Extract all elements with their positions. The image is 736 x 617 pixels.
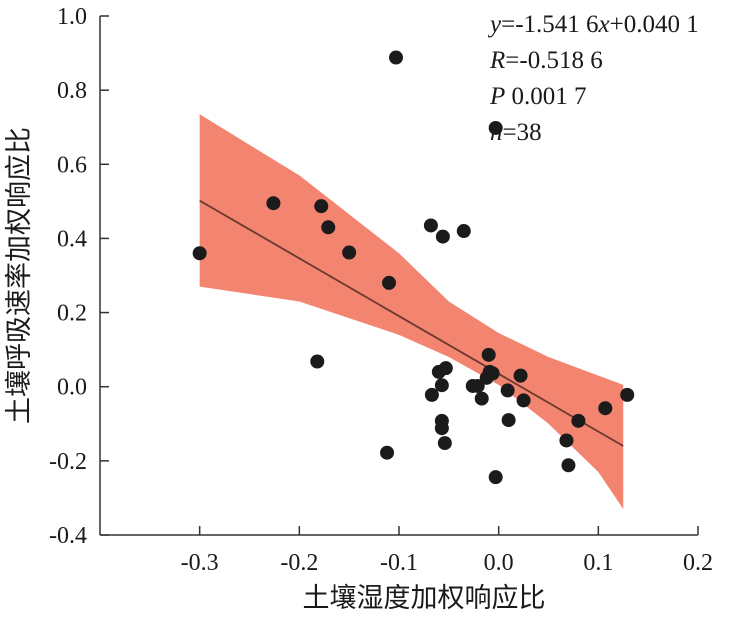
data-point — [456, 224, 471, 239]
data-point — [380, 445, 395, 460]
annotation-value: 0.001 7 — [505, 83, 586, 110]
annotation-variable: x — [598, 11, 610, 38]
y-tick-label: 1.0 — [57, 4, 87, 30]
annotation-value: =38 — [503, 119, 542, 146]
data-point — [485, 366, 500, 381]
y-tick-label: -0.4 — [49, 523, 87, 549]
data-point — [321, 220, 336, 235]
data-point — [620, 387, 635, 402]
confidence-band — [199, 114, 624, 510]
data-point — [559, 433, 574, 448]
data-point — [192, 246, 207, 261]
data-point — [500, 383, 515, 398]
y-tick-label: 0.4 — [57, 226, 87, 252]
data-point — [561, 458, 576, 473]
data-points-layer — [192, 50, 635, 485]
annotation-variable: n — [490, 119, 503, 146]
annotation-variable: P — [489, 83, 505, 110]
data-point — [437, 436, 452, 451]
x-tick-label: 0.2 — [683, 550, 713, 576]
axes-layer: 1.0 0.8 0.6 0.4 0.2 0.0 -0.2 -0.4 -0.3 -0.2 -0.1 0.… — [49, 4, 713, 576]
annotation-value: =-1.541 6 — [501, 11, 598, 38]
y-tick-label: 0.8 — [57, 78, 87, 104]
x-tick-label: 0.0 — [484, 550, 514, 576]
x-tick-label: -0.2 — [280, 550, 318, 576]
annotation-variable: y — [487, 11, 502, 38]
y-axis-label: 土壤呼吸速率加权响应比 — [4, 127, 34, 424]
annotation-value: =-0.518 6 — [505, 47, 602, 74]
data-point — [314, 199, 329, 214]
data-point — [501, 413, 516, 428]
data-point — [435, 229, 450, 244]
x-tick-label: -0.3 — [181, 550, 219, 576]
annotation-variable: R — [489, 47, 505, 74]
axis-labels-layer: 土壤湿度加权响应比 土壤呼吸速率加权响应比 — [4, 127, 546, 613]
y-tick-label: 0.2 — [57, 301, 87, 327]
y-tick-label: 0.6 — [57, 152, 87, 178]
x-tick-label: 0.1 — [583, 550, 613, 576]
annotation-value: +0.040 1 — [610, 11, 699, 38]
data-point — [342, 245, 357, 260]
data-point — [434, 421, 449, 436]
y-tick-label: -0.2 — [49, 449, 87, 475]
annotation-line: R=-0.518 6 — [489, 47, 603, 74]
data-point — [488, 120, 503, 135]
data-point — [481, 347, 496, 362]
data-point — [389, 50, 404, 65]
data-point — [513, 368, 528, 383]
x-tick-label: -0.1 — [380, 550, 418, 576]
data-point — [423, 218, 438, 233]
data-point — [424, 387, 439, 402]
data-point — [598, 401, 613, 416]
data-point — [470, 378, 485, 393]
data-point — [382, 275, 397, 290]
data-point — [571, 413, 586, 428]
data-point — [266, 196, 281, 211]
data-point — [474, 391, 489, 406]
fit-line-layer — [199, 199, 624, 447]
x-axis-label: 土壤湿度加权响应比 — [303, 583, 546, 613]
confidence-band-layer — [199, 114, 624, 510]
y-tick-label: 0.0 — [57, 375, 87, 401]
regression-line — [199, 199, 624, 447]
data-point — [488, 470, 503, 485]
annotation-line: P 0.001 7 — [489, 83, 587, 110]
data-point — [516, 393, 531, 408]
annotation-line: n=38 — [490, 119, 542, 146]
annotation-line: y=-1.541 6x+0.040 1 — [487, 11, 699, 38]
data-point — [310, 354, 325, 369]
data-point — [438, 361, 453, 376]
regression-annotation: y=-1.541 6x+0.040 1R=-0.518 6P 0.001 7n=… — [487, 11, 699, 146]
data-point — [434, 378, 449, 393]
